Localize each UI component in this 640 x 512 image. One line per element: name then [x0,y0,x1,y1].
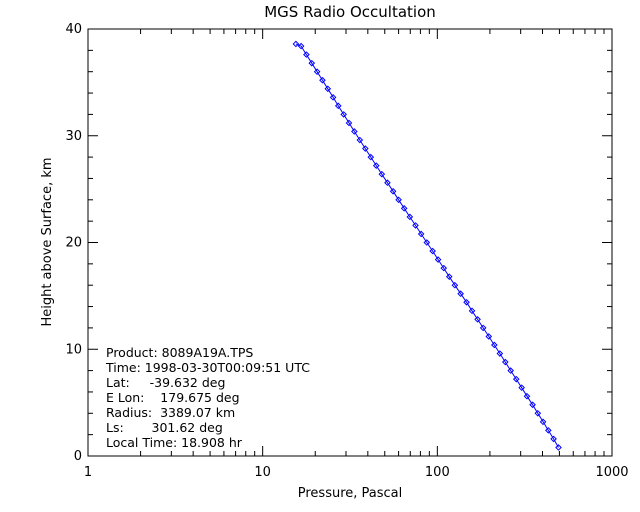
data-point-marker [406,213,414,221]
data-point-marker [319,76,326,84]
data-point-marker [496,350,504,357]
info-product: Product: 8089A19A.TPS [106,345,253,360]
info-local-time: Local Time: 18.908 hr [106,435,243,450]
data-point-marker [491,341,498,349]
data-point-marker [378,170,386,178]
data-point-marker [507,367,514,374]
data-point-marker [451,281,459,289]
data-point-marker [384,179,391,187]
x-tick-label: 1000 [595,465,628,480]
y-tick-label: 10 [65,342,82,357]
data-point-marker [555,444,562,451]
y-tick-label: 40 [65,22,82,37]
data-point-marker [308,59,316,67]
series-markers [292,40,562,451]
y-tick-label: 30 [65,129,82,144]
data-point-marker [485,333,493,340]
data-point-marker [297,42,305,50]
data-point-marker [479,324,487,332]
data-point-marker [523,392,531,400]
x-axis-label: Pressure, Pascal [298,486,403,501]
data-point-marker [457,290,464,298]
data-point-marker [423,239,431,246]
info-lat: Lat: -39.632 deg [106,375,225,390]
data-point-marker [445,273,453,280]
data-point-marker [440,264,448,272]
data-point-marker [313,68,321,76]
data-point-marker [340,111,348,118]
data-point-marker [356,136,364,144]
data-point-marker [329,94,337,101]
info-elon: E Lon: 179.675 deg [106,390,240,405]
data-point-marker [417,230,425,238]
data-point-marker [512,375,520,383]
data-point-marker [474,316,481,323]
data-point-marker [502,358,509,366]
data-point-marker [545,427,552,434]
data-point-marker [324,85,332,93]
data-point-marker [334,102,342,110]
x-axis: 1 10 100 1000 [84,29,629,480]
chart-title: MGS Radio Occultation [264,3,436,21]
data-point-marker [518,384,525,391]
data-point-marker [367,153,375,161]
data-point-marker [351,128,358,135]
data-point-marker [529,401,536,409]
data-point-marker [539,418,547,426]
info-radius: Radius: 3389.07 km [106,405,235,420]
data-point-marker [303,51,310,58]
data-point-marker [292,40,300,48]
data-point-marker [468,307,476,315]
info-box: Product: 8089A19A.TPS Time: 1998-03-30T0… [105,345,310,450]
data-point-marker [395,196,402,204]
data-point-marker [550,435,557,443]
y-tick-label: 20 [65,236,82,251]
series-line [295,43,559,448]
data-point-marker [372,162,380,169]
x-tick-label: 1 [84,465,92,480]
data-point-marker [429,247,436,255]
info-ls: Ls: 301.62 deg [106,420,223,435]
x-tick-label: 10 [254,465,271,480]
data-point-marker [534,409,542,417]
info-time: Time: 1998-03-30T00:09:51 UTC [105,360,310,375]
x-tick-label: 100 [425,465,450,480]
data-point-marker [400,205,408,212]
data-point-marker [412,222,419,229]
y-axis-label: Height above Surface, km [40,157,55,326]
data-point-marker [389,187,397,195]
y-tick-label: 0 [74,449,82,464]
data-point-marker [345,119,353,127]
y-axis: 0 10 20 30 40 [65,22,612,464]
data-point-marker [463,298,470,306]
data-point-marker [362,145,369,152]
data-point-marker [434,256,442,263]
